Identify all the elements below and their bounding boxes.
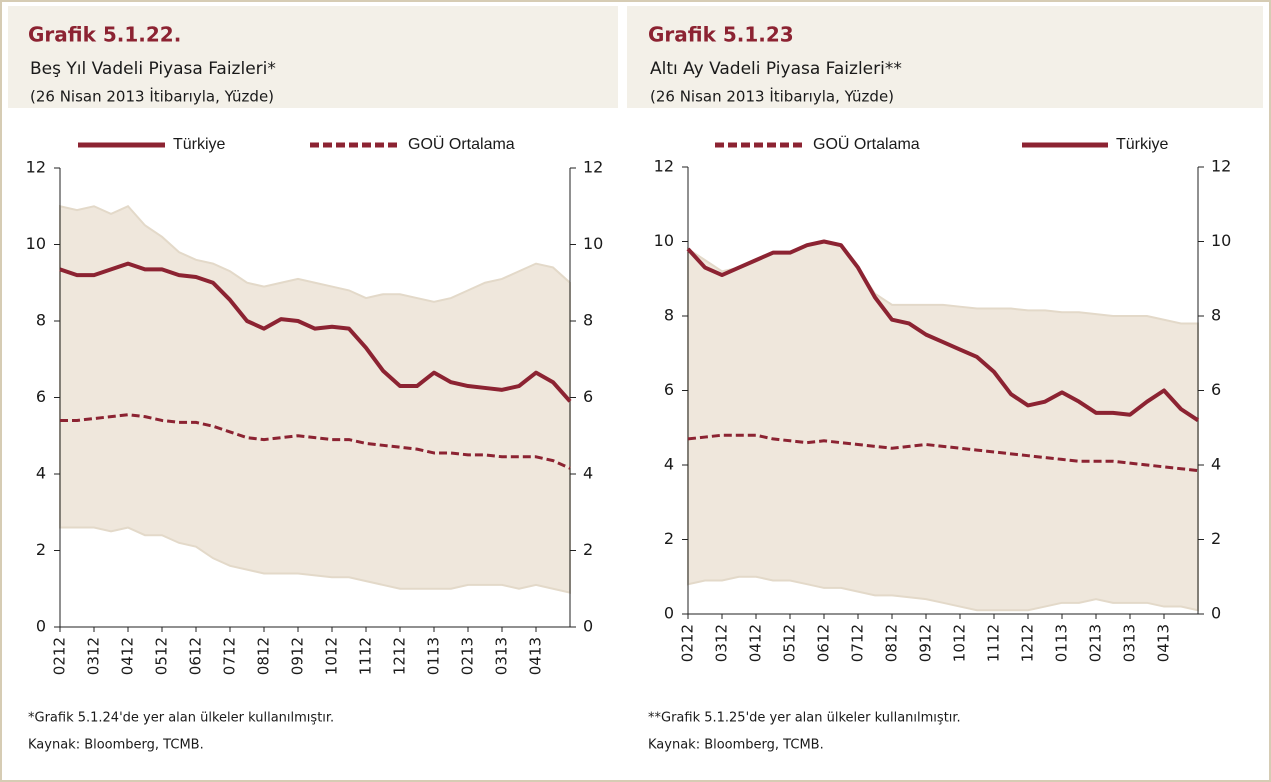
y-tick-label: 10 (26, 234, 46, 253)
chart-subtitle: Altı Ay Vadeli Piyasa Faizleri** (650, 59, 902, 79)
y-tick-label: 6 (664, 380, 674, 399)
chart-note: (26 Nisan 2013 İtibarıyla, Yüzde) (30, 87, 274, 106)
y-tick-label: 2 (664, 529, 674, 548)
footnote: Kaynak: Bloomberg, TCMB. (28, 738, 204, 753)
y-tick-label: 2 (36, 540, 46, 559)
x-tick-label: 0512 (781, 624, 799, 662)
series-line (59, 261, 572, 403)
y2-tick-label: 8 (583, 311, 593, 330)
y2-tick-label: 4 (583, 464, 593, 483)
y-tick-label: 12 (26, 158, 46, 177)
y2-tick-label: 12 (583, 158, 603, 177)
x-tick-label: 0212 (679, 624, 697, 662)
x-tick-label: 0912 (917, 624, 935, 662)
x-tick-label: 1012 (323, 637, 341, 675)
x-tick-label: 0413 (1155, 624, 1173, 662)
footnote: **Grafik 5.1.25'de yer alan ülkeler kull… (648, 711, 961, 726)
y2-tick-label: 6 (1211, 380, 1221, 399)
x-tick-label: 1212 (1019, 624, 1037, 662)
legend-label: GOÜ Ortalama (408, 135, 515, 153)
y2-tick-label: 0 (1211, 604, 1221, 623)
header-bg (627, 6, 1263, 108)
y2-tick-label: 10 (583, 234, 603, 253)
series-line (686, 239, 1200, 422)
y-tick-label: 4 (36, 464, 46, 483)
legend-label: GOÜ Ortalama (813, 135, 920, 153)
header-bg (8, 6, 618, 108)
y-tick-label: 4 (664, 455, 674, 474)
x-tick-label: 0612 (187, 637, 205, 675)
y-tick-label: 8 (664, 306, 674, 325)
x-tick-label: 0512 (153, 637, 171, 675)
y2-tick-label: 12 (1211, 157, 1231, 176)
chart-note: (26 Nisan 2013 İtibarıyla, Yüzde) (650, 87, 894, 106)
series-line (60, 413, 571, 470)
x-tick-label: 0213 (459, 637, 477, 675)
x-tick-label: 0213 (1087, 624, 1105, 662)
x-tick-label: 1212 (391, 637, 409, 675)
x-tick-label: 1112 (357, 637, 375, 675)
y2-tick-label: 10 (1211, 231, 1231, 250)
x-tick-label: 0812 (883, 624, 901, 662)
x-tick-label: 0113 (1053, 624, 1071, 662)
y2-tick-label: 2 (1211, 529, 1221, 548)
footnote: *Grafik 5.1.24'de yer alan ülkeler kulla… (28, 711, 334, 726)
x-tick-label: 0113 (425, 637, 443, 675)
legend-label: Türkiye (173, 136, 226, 153)
y2-tick-label: 4 (1211, 455, 1221, 474)
x-tick-label: 1112 (985, 624, 1003, 662)
y-tick-label: 8 (36, 311, 46, 330)
series-line (687, 433, 1199, 473)
x-tick-label: 0413 (527, 637, 545, 675)
chart-subtitle: Beş Yıl Vadeli Piyasa Faizleri* (30, 59, 276, 79)
y-tick-label: 6 (36, 387, 46, 406)
chart-title: Grafik 5.1.23 (648, 23, 794, 47)
x-tick-label: 0212 (51, 637, 69, 675)
y-tick-label: 10 (654, 231, 674, 250)
x-tick-label: 0312 (713, 624, 731, 662)
y-tick-label: 0 (36, 617, 46, 636)
y2-tick-label: 0 (583, 617, 593, 636)
y2-tick-label: 8 (1211, 306, 1221, 325)
x-tick-label: 0312 (85, 637, 103, 675)
y2-tick-label: 6 (583, 387, 593, 406)
x-tick-label: 0712 (849, 624, 867, 662)
y-tick-label: 0 (664, 604, 674, 623)
x-tick-label: 0313 (1121, 624, 1139, 662)
x-tick-label: 0712 (221, 637, 239, 675)
x-tick-label: 1012 (951, 624, 969, 662)
x-tick-label: 0412 (747, 624, 765, 662)
x-tick-label: 0612 (815, 624, 833, 662)
x-tick-label: 0912 (289, 637, 307, 675)
x-tick-label: 0812 (255, 637, 273, 675)
footnote: Kaynak: Bloomberg, TCMB. (648, 738, 824, 753)
chart-title: Grafik 5.1.22. (28, 23, 181, 47)
legend-label: Türkiye (1116, 136, 1169, 153)
x-tick-label: 0412 (119, 637, 137, 675)
y-tick-label: 12 (654, 157, 674, 176)
y2-tick-label: 2 (583, 540, 593, 559)
x-tick-label: 0313 (493, 637, 511, 675)
